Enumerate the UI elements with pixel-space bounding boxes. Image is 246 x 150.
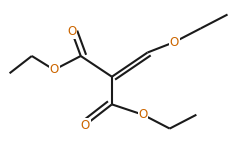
Text: O: O — [67, 25, 77, 38]
Text: O: O — [49, 63, 59, 76]
Text: O: O — [169, 36, 179, 49]
Text: O: O — [138, 108, 148, 121]
Text: O: O — [81, 119, 90, 132]
